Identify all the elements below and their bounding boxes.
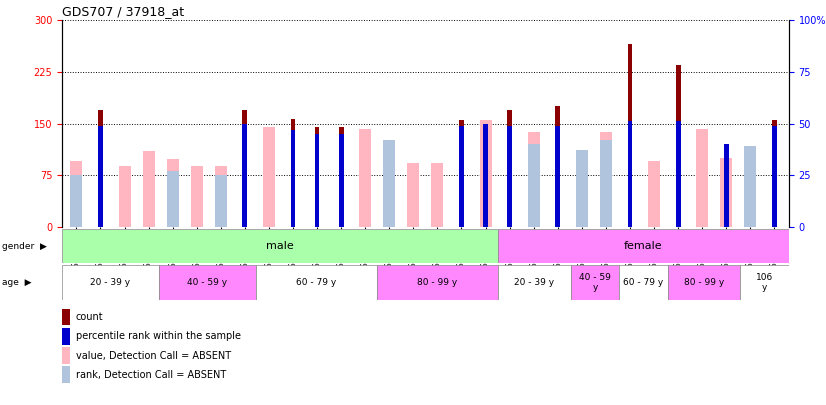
Text: male: male bbox=[266, 241, 294, 251]
Bar bbox=[628, 122, 633, 227]
Bar bbox=[576, 150, 588, 227]
Text: female: female bbox=[624, 241, 662, 251]
Text: rank, Detection Call = ABSENT: rank, Detection Call = ABSENT bbox=[76, 370, 225, 380]
Bar bbox=[98, 126, 103, 227]
Bar bbox=[62, 366, 70, 383]
Bar bbox=[263, 127, 275, 227]
Bar bbox=[498, 229, 789, 263]
Bar bbox=[62, 328, 70, 345]
Bar bbox=[459, 120, 464, 227]
Text: 40 - 59
y: 40 - 59 y bbox=[579, 273, 611, 292]
Bar bbox=[571, 265, 620, 300]
Bar bbox=[459, 126, 464, 227]
Text: 60 - 79 y: 60 - 79 y bbox=[297, 278, 336, 287]
Text: value, Detection Call = ABSENT: value, Detection Call = ABSENT bbox=[76, 350, 230, 360]
Bar bbox=[339, 127, 344, 227]
Text: GDS707 / 37918_at: GDS707 / 37918_at bbox=[62, 5, 184, 18]
Bar bbox=[118, 166, 131, 227]
Bar bbox=[744, 145, 757, 227]
Text: 20 - 39 y: 20 - 39 y bbox=[90, 278, 131, 287]
Bar bbox=[676, 122, 681, 227]
Bar bbox=[676, 65, 681, 227]
Bar bbox=[696, 129, 708, 227]
Bar bbox=[480, 120, 491, 227]
Bar bbox=[724, 144, 729, 227]
Bar bbox=[483, 124, 488, 227]
Bar bbox=[620, 265, 667, 300]
Bar bbox=[143, 151, 154, 227]
Bar bbox=[62, 347, 70, 364]
Bar bbox=[431, 164, 444, 227]
Bar bbox=[167, 159, 178, 227]
Bar bbox=[528, 132, 539, 227]
Bar bbox=[215, 166, 227, 227]
Bar bbox=[528, 144, 539, 227]
Bar bbox=[359, 129, 371, 227]
Bar bbox=[498, 265, 571, 300]
Bar bbox=[555, 107, 560, 227]
Bar bbox=[628, 44, 633, 227]
Text: 80 - 99 y: 80 - 99 y bbox=[684, 278, 724, 287]
Bar bbox=[383, 141, 396, 227]
Bar bbox=[291, 119, 296, 227]
Text: percentile rank within the sample: percentile rank within the sample bbox=[76, 331, 240, 341]
Bar bbox=[339, 134, 344, 227]
Bar bbox=[70, 161, 83, 227]
Bar bbox=[98, 110, 103, 227]
Bar bbox=[215, 175, 227, 227]
Bar bbox=[62, 309, 70, 326]
Bar bbox=[191, 166, 202, 227]
Bar bbox=[667, 265, 740, 300]
Bar bbox=[407, 164, 420, 227]
Bar bbox=[740, 265, 789, 300]
Bar bbox=[600, 140, 612, 227]
Text: gender  ▶: gender ▶ bbox=[2, 241, 46, 251]
Bar bbox=[744, 146, 757, 227]
Bar bbox=[62, 265, 159, 300]
Text: 40 - 59 y: 40 - 59 y bbox=[188, 278, 227, 287]
Bar bbox=[720, 158, 733, 227]
Bar bbox=[600, 132, 612, 227]
Text: 60 - 79 y: 60 - 79 y bbox=[624, 278, 663, 287]
Bar bbox=[315, 127, 320, 227]
Bar bbox=[167, 171, 178, 227]
Bar bbox=[555, 126, 560, 227]
Bar bbox=[377, 265, 498, 300]
Bar bbox=[315, 134, 320, 227]
Text: age  ▶: age ▶ bbox=[2, 278, 31, 287]
Bar bbox=[62, 229, 498, 263]
Text: count: count bbox=[76, 312, 103, 322]
Bar bbox=[576, 153, 588, 227]
Bar bbox=[383, 140, 396, 227]
Bar bbox=[291, 130, 296, 227]
Bar bbox=[243, 110, 247, 227]
Bar bbox=[243, 124, 247, 227]
Text: 106
y: 106 y bbox=[756, 273, 773, 292]
Bar bbox=[70, 175, 83, 227]
Bar bbox=[507, 110, 512, 227]
Bar bbox=[507, 126, 512, 227]
Bar bbox=[772, 126, 776, 227]
Bar bbox=[256, 265, 377, 300]
Bar bbox=[648, 161, 660, 227]
Text: 20 - 39 y: 20 - 39 y bbox=[515, 278, 554, 287]
Bar bbox=[159, 265, 256, 300]
Bar bbox=[772, 120, 776, 227]
Text: 80 - 99 y: 80 - 99 y bbox=[417, 278, 458, 287]
